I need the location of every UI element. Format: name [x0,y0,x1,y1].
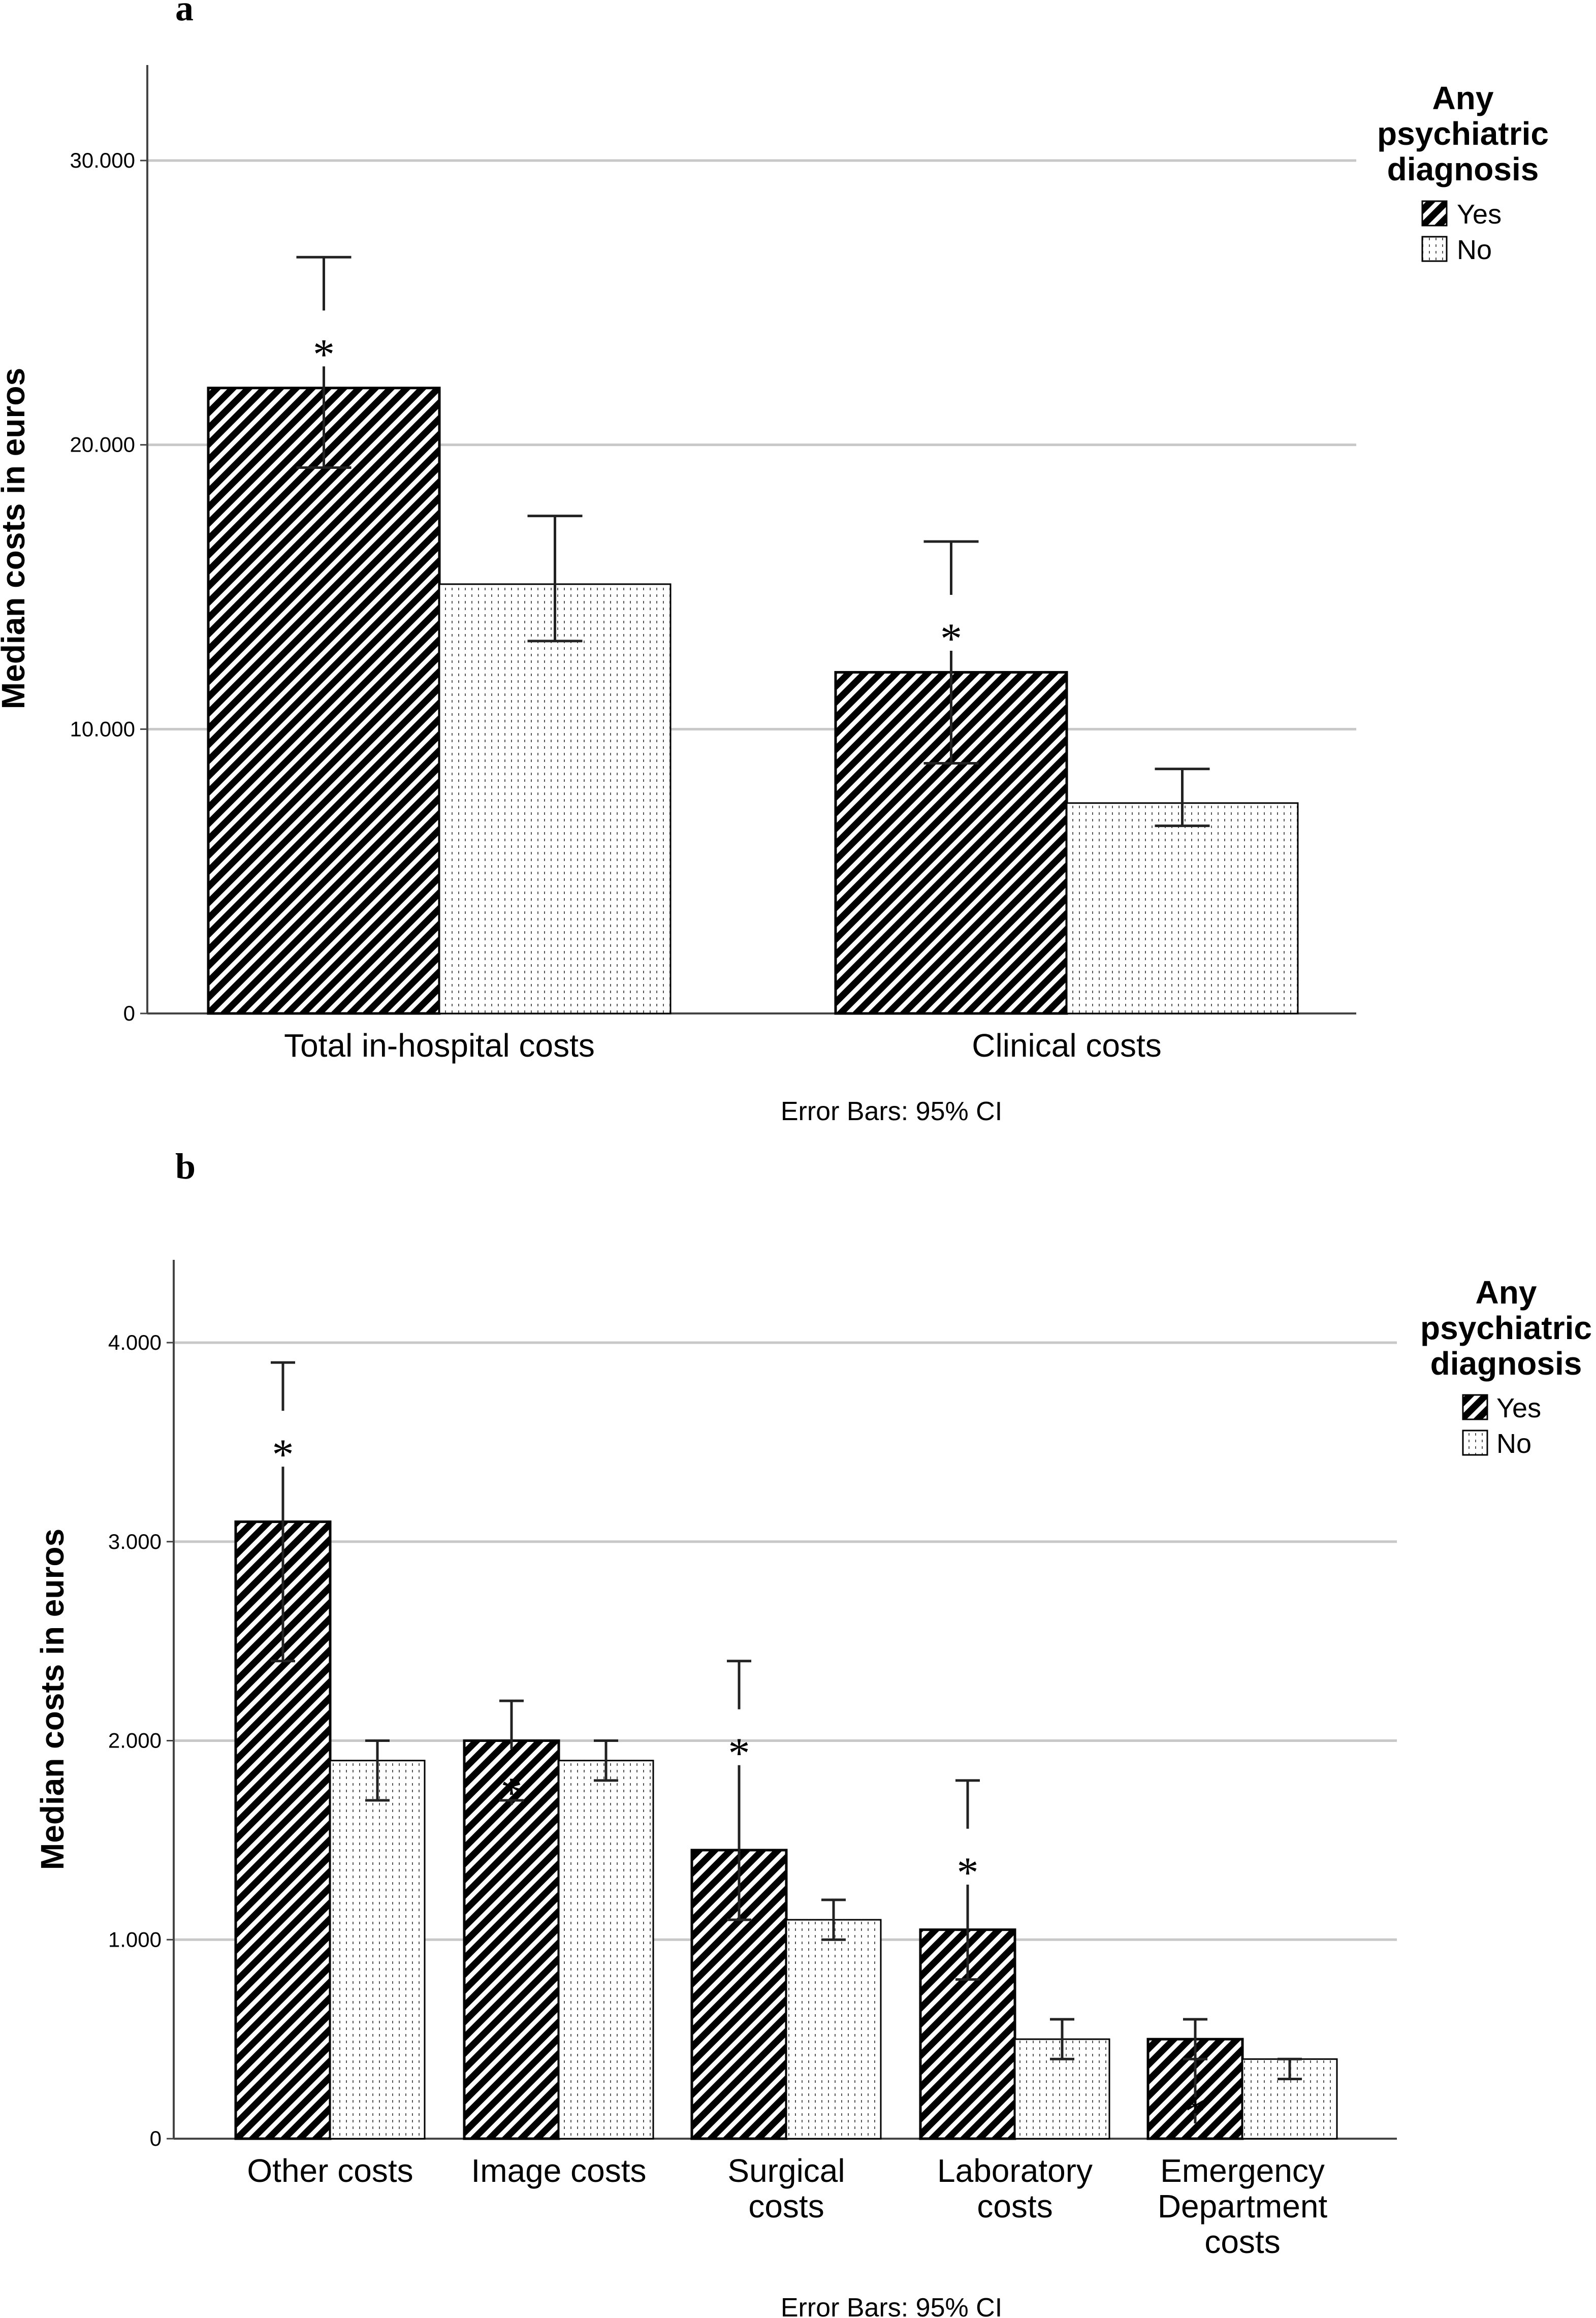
category-label-b-4-line2: costs [1204,2224,1280,2260]
panel-label-a: a [175,0,194,28]
ytick-label-b-0: 0 [150,2126,162,2150]
category-label-b-3-line0: Laboratory [937,2152,1093,2189]
footnote-a: Error Bars: 95% CI [781,1097,1002,1126]
significance-star-b-2: * [728,1729,750,1777]
category-label-b-3-line1: costs [977,2188,1052,2225]
legend-label-b-0: Yes [1496,1393,1541,1423]
significance-star-a-0: * [313,330,335,378]
significance-star-b-0: * [272,1430,294,1479]
ytick-label-a-2: 20.000 [70,433,135,457]
significance-star-b-1: * [501,1768,523,1817]
ytick-label-a-3: 30.000 [70,148,135,172]
category-label-a-1: Clinical costs [972,1027,1161,1064]
ytick-label-b-4: 4.000 [108,1330,162,1354]
legend-title-a-line1: psychiatric [1377,115,1549,152]
y-axis-label-b: Median costs in euros [34,1529,71,1870]
legend-label-b-1: No [1496,1428,1531,1459]
ytick-label-a-0: 0 [123,1001,135,1025]
y-axis-label-a: Median costs in euros [0,368,31,709]
legend-title-a-line0: Any [1432,80,1494,116]
legend-label-a-1: No [1457,235,1492,265]
bar-a-yes-0 [207,387,441,1015]
bar-b-no-0 [329,1760,426,2140]
legend-swatch-a-0 [1421,200,1448,227]
bar-b-yes-1 [463,1739,560,2140]
legend-label-a-0: Yes [1457,199,1502,230]
significance-star-b-3: * [957,1848,979,1897]
legend-title-b-line1: psychiatric [1420,1310,1592,1346]
ytick-label-b-1: 1.000 [108,1927,162,1951]
category-label-a-0: Total in-hospital costs [284,1027,595,1064]
legend-swatch-b-0 [1462,1394,1488,1420]
footnote-b: Error Bars: 95% CI [781,2293,1002,2318]
ytick-label-a-1: 10.000 [70,717,135,741]
category-label-b-1: Image costs [471,2152,646,2189]
bar-a-no-0 [438,583,672,1014]
category-label-b-4-line1: Department [1158,2188,1328,2225]
category-label-b-4-line0: Emergency [1160,2152,1325,2189]
significance-star-a-1: * [940,614,962,663]
bar-b-no-2 [785,1919,882,2140]
category-label-b-2-line0: Surgical [727,2152,845,2189]
legend-swatch-b-1 [1462,1430,1488,1456]
legend-title-b-line0: Any [1476,1274,1537,1311]
panel-label-b: b [175,1146,196,1187]
bar-b-no-1 [558,1760,654,2140]
ytick-label-b-3: 3.000 [108,1530,162,1553]
category-label-b-0: Other costs [247,2152,413,2189]
bar-a-no-1 [1066,802,1299,1014]
significance-star-b-4: * [1185,2087,1206,2136]
legend-title-a-line2: diagnosis [1387,151,1539,187]
legend-title-b-line2: diagnosis [1430,1345,1582,1382]
ytick-label-b-2: 2.000 [108,1729,162,1753]
legend-swatch-a-1 [1421,236,1448,262]
category-label-b-2-line1: costs [748,2188,824,2225]
